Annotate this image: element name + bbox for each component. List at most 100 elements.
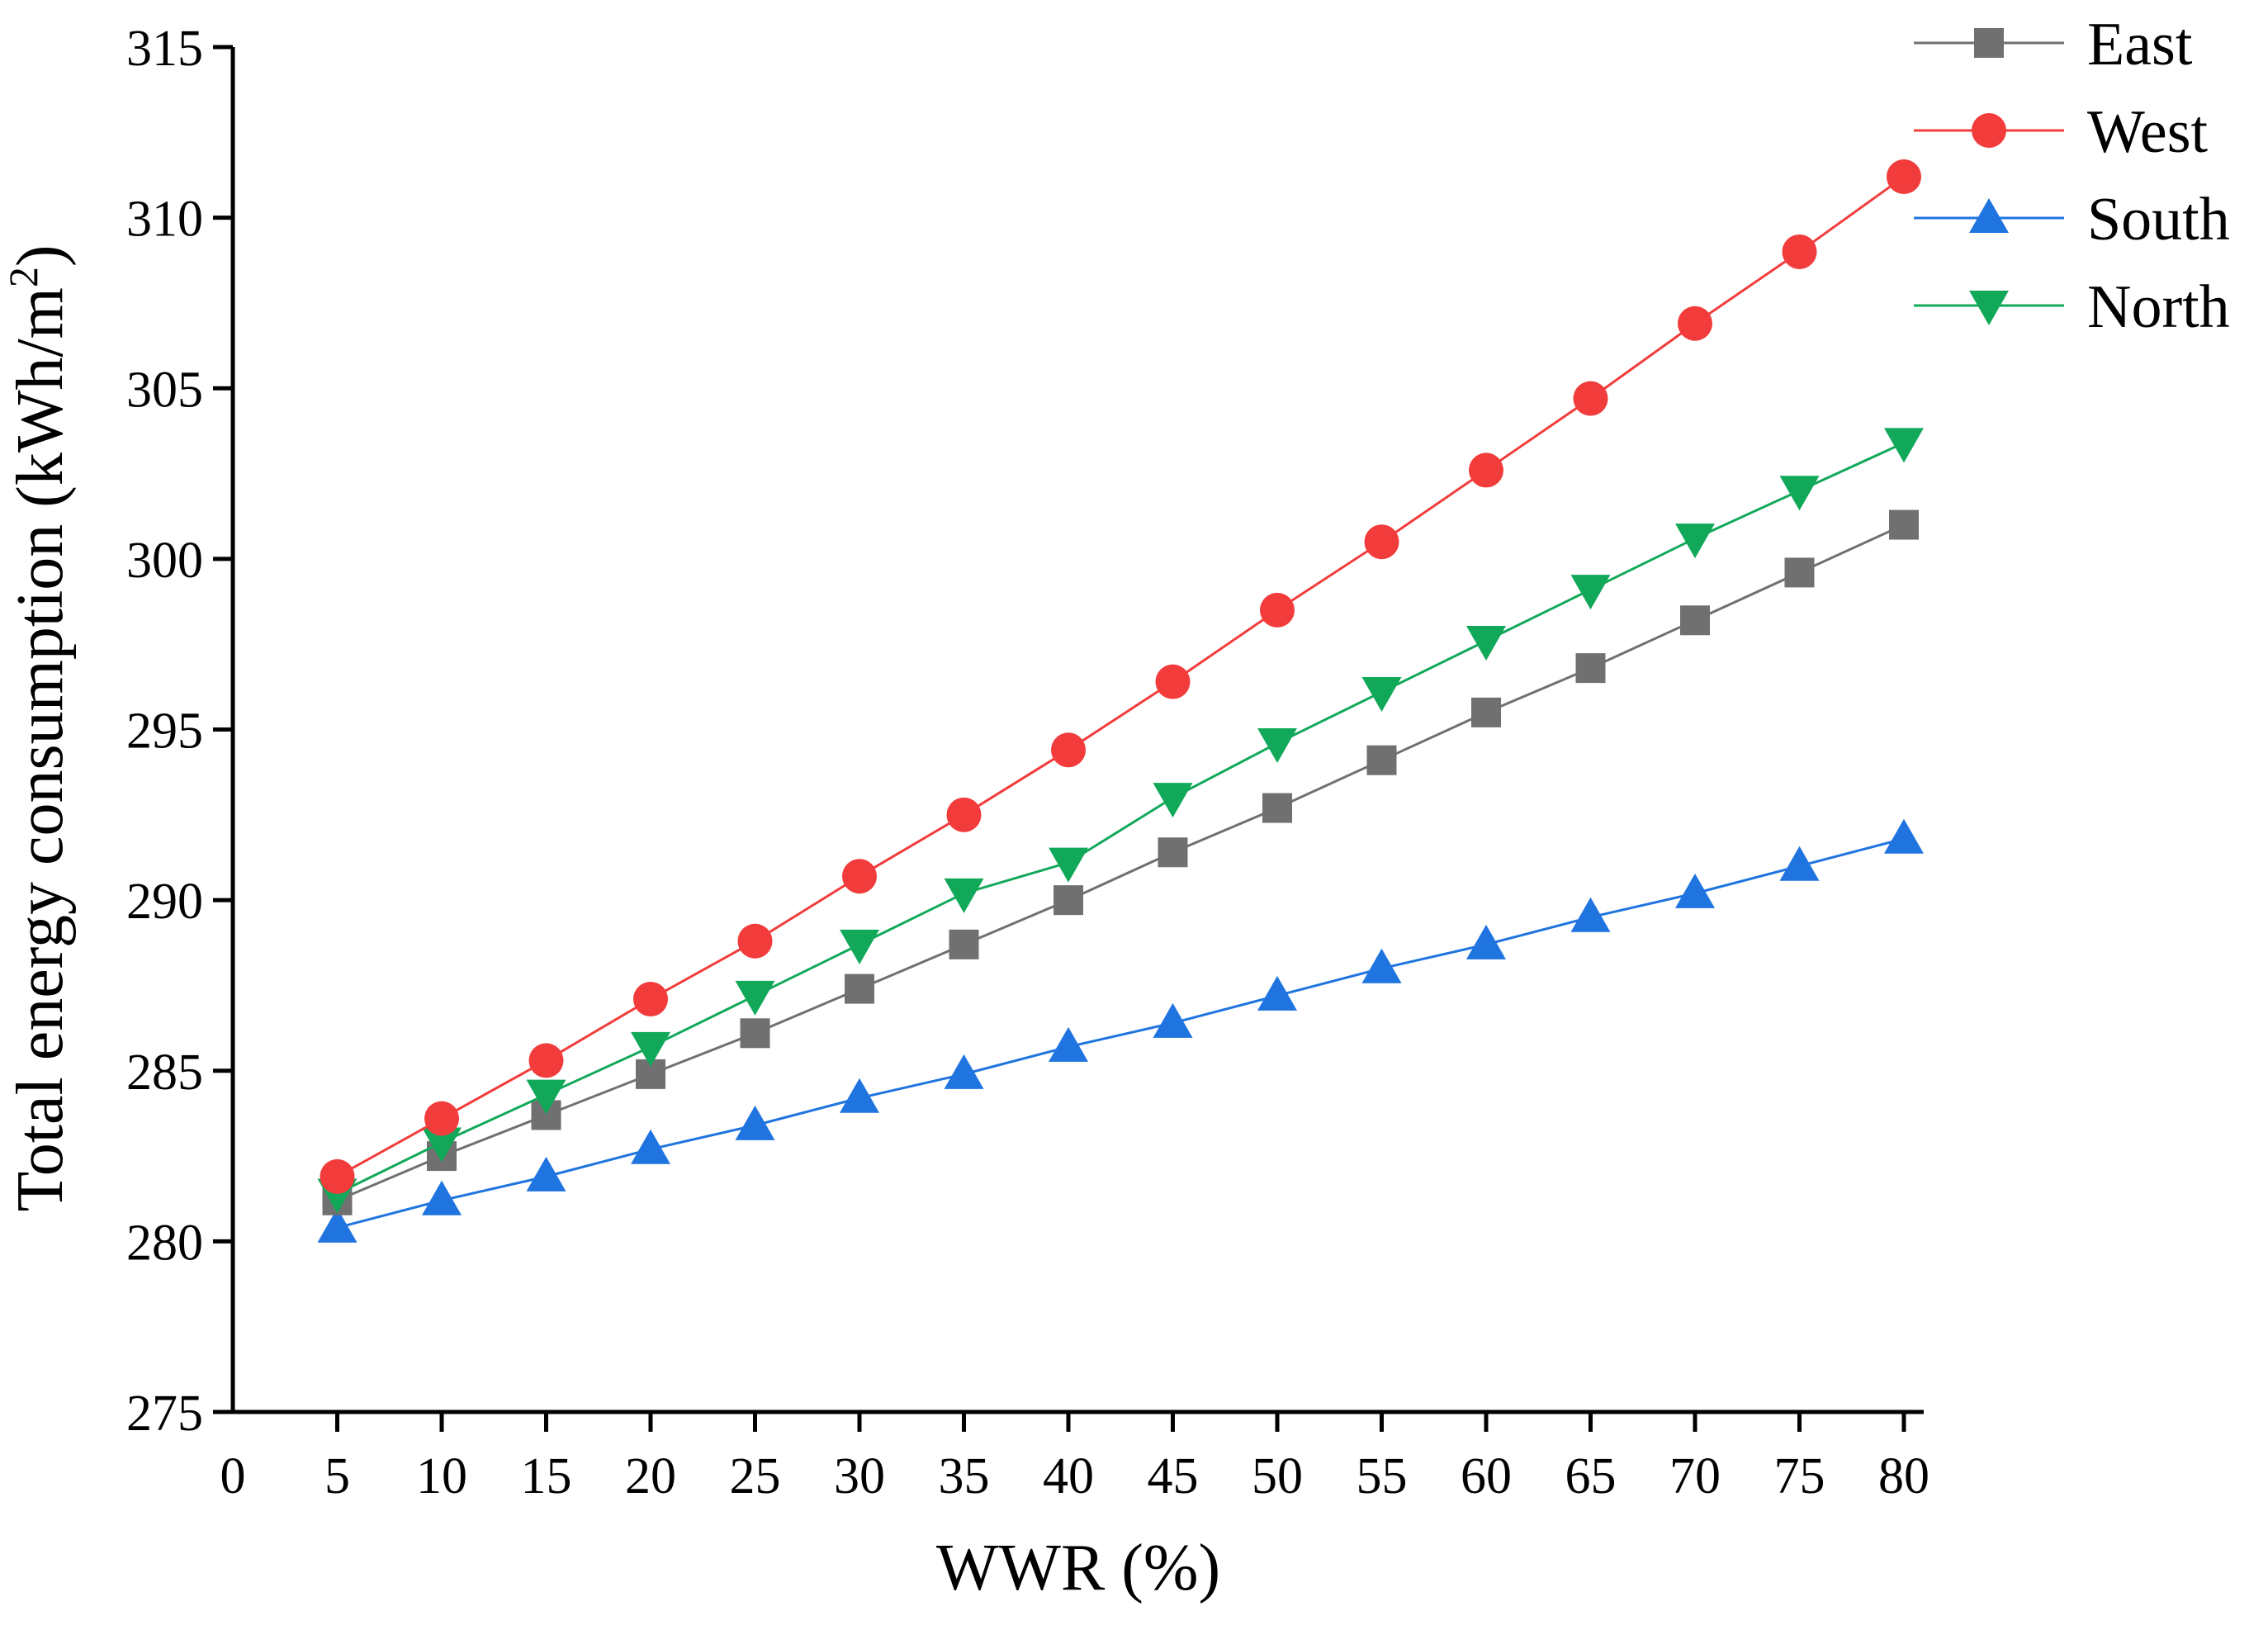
data-point-west bbox=[737, 923, 773, 959]
y-tick-label: 285 bbox=[126, 1045, 203, 1101]
data-point-east bbox=[845, 974, 874, 1004]
x-tick-label: 40 bbox=[1043, 1448, 1094, 1504]
x-tick-label: 30 bbox=[834, 1448, 885, 1504]
series-north bbox=[317, 428, 1924, 1214]
x-tick-label: 15 bbox=[521, 1448, 572, 1504]
data-point-south bbox=[1884, 818, 1924, 854]
data-point-south bbox=[1361, 948, 1402, 983]
x-tick-label: 80 bbox=[1878, 1448, 1929, 1504]
data-point-east bbox=[1471, 697, 1501, 727]
legend-item-north: North bbox=[1914, 273, 2230, 341]
y-tick-label: 300 bbox=[126, 533, 203, 589]
data-point-north bbox=[1466, 626, 1506, 661]
x-tick-label: 65 bbox=[1565, 1448, 1617, 1504]
data-point-north bbox=[1779, 476, 1820, 511]
series-line-south bbox=[337, 837, 1905, 1229]
x-tick-label: 10 bbox=[416, 1448, 467, 1504]
y-tick-label: 280 bbox=[126, 1215, 203, 1271]
y-tick-label: 310 bbox=[126, 192, 203, 248]
data-point-east bbox=[949, 929, 979, 959]
data-point-south bbox=[1153, 1002, 1193, 1038]
data-point-south bbox=[526, 1156, 566, 1192]
data-point-north bbox=[840, 929, 879, 964]
data-point-south bbox=[317, 1207, 357, 1243]
legend-label-west: West bbox=[2087, 98, 2209, 166]
data-point-east bbox=[1575, 653, 1606, 684]
data-point-west bbox=[1155, 664, 1191, 699]
x-tick-label: 25 bbox=[730, 1448, 781, 1504]
y-axis-title-superscript: 2 bbox=[0, 267, 46, 287]
data-point-south bbox=[1570, 897, 1611, 932]
data-point-north bbox=[1675, 524, 1715, 559]
legend-marker-west bbox=[1972, 113, 2006, 148]
y-tick-label: 290 bbox=[126, 874, 203, 930]
x-tick-label: 20 bbox=[625, 1448, 676, 1504]
data-point-east bbox=[1784, 557, 1815, 588]
data-point-east bbox=[1680, 605, 1710, 636]
data-point-west bbox=[1782, 234, 1817, 269]
data-point-south bbox=[631, 1129, 670, 1164]
data-point-north bbox=[1153, 783, 1193, 818]
series-south bbox=[317, 818, 1924, 1243]
series-line-east bbox=[336, 524, 1905, 1202]
axes bbox=[230, 47, 1924, 1414]
data-point-south bbox=[1049, 1026, 1088, 1062]
data-point-east bbox=[1889, 509, 1919, 540]
data-point-north bbox=[631, 1031, 670, 1067]
data-point-east bbox=[1262, 793, 1292, 823]
legend: East West South North bbox=[1914, 11, 2230, 341]
data-point-north bbox=[735, 980, 775, 1016]
legend-item-west: West bbox=[1914, 98, 2209, 166]
y-ticks: 275 280 285 290 295 300 305 310 315 bbox=[126, 21, 233, 1442]
series-line-west bbox=[336, 175, 1905, 1178]
data-point-north bbox=[1257, 728, 1297, 764]
legend-item-south: South bbox=[1914, 186, 2230, 253]
x-axis-title: WWR (%) bbox=[936, 1532, 1220, 1604]
data-point-west bbox=[1051, 732, 1086, 768]
data-point-east bbox=[1054, 885, 1083, 916]
data-point-west bbox=[946, 797, 982, 832]
data-point-north bbox=[526, 1079, 566, 1115]
series-east bbox=[322, 509, 1919, 1215]
data-point-west bbox=[1573, 381, 1608, 416]
data-point-west bbox=[633, 981, 668, 1016]
y-tick-label: 295 bbox=[126, 704, 203, 760]
series-line-north bbox=[336, 442, 1905, 1195]
data-point-west bbox=[320, 1158, 355, 1194]
x-ticks: 0 5 10 15 20 25 30 35 40 45 50 55 60 65 70 75 80 bbox=[220, 1412, 1929, 1504]
x-tick-label: 50 bbox=[1252, 1448, 1303, 1504]
data-point-south bbox=[422, 1180, 462, 1215]
y-axis-title: Total energy consumption (kWh/m2) bbox=[0, 244, 77, 1211]
series-layer bbox=[317, 159, 1924, 1243]
data-point-north bbox=[1361, 677, 1402, 713]
x-tick-label: 5 bbox=[324, 1448, 350, 1504]
data-point-south bbox=[944, 1054, 984, 1089]
y-tick-label: 275 bbox=[126, 1386, 203, 1442]
x-tick-label: 60 bbox=[1461, 1448, 1512, 1504]
data-point-west bbox=[1364, 524, 1399, 560]
x-tick-label: 75 bbox=[1774, 1448, 1825, 1504]
data-point-west bbox=[1887, 159, 1921, 195]
legend-marker-north bbox=[1969, 291, 2009, 325]
data-point-north bbox=[1884, 428, 1924, 463]
y-axis-title-close: ) bbox=[4, 244, 77, 267]
y-axis-title-main: Total energy consumption (kWh/m bbox=[4, 287, 77, 1211]
data-point-west bbox=[424, 1101, 459, 1136]
data-point-south bbox=[735, 1105, 775, 1140]
legend-label-east: East bbox=[2087, 11, 2193, 78]
x-tick-label: 70 bbox=[1669, 1448, 1721, 1504]
data-point-west bbox=[1469, 452, 1503, 488]
legend-label-north: North bbox=[2087, 273, 2230, 341]
data-point-north bbox=[422, 1127, 462, 1163]
y-tick-label: 305 bbox=[126, 362, 203, 418]
data-point-north bbox=[1049, 847, 1088, 883]
data-point-west bbox=[528, 1043, 564, 1078]
y-tick-label: 315 bbox=[126, 21, 203, 77]
legend-marker-south bbox=[1969, 198, 2009, 233]
data-point-south bbox=[1257, 975, 1297, 1011]
legend-marker-east bbox=[1974, 28, 2004, 58]
data-point-north bbox=[1570, 575, 1611, 610]
data-point-south bbox=[1779, 846, 1820, 881]
legend-item-east: East bbox=[1914, 11, 2193, 78]
